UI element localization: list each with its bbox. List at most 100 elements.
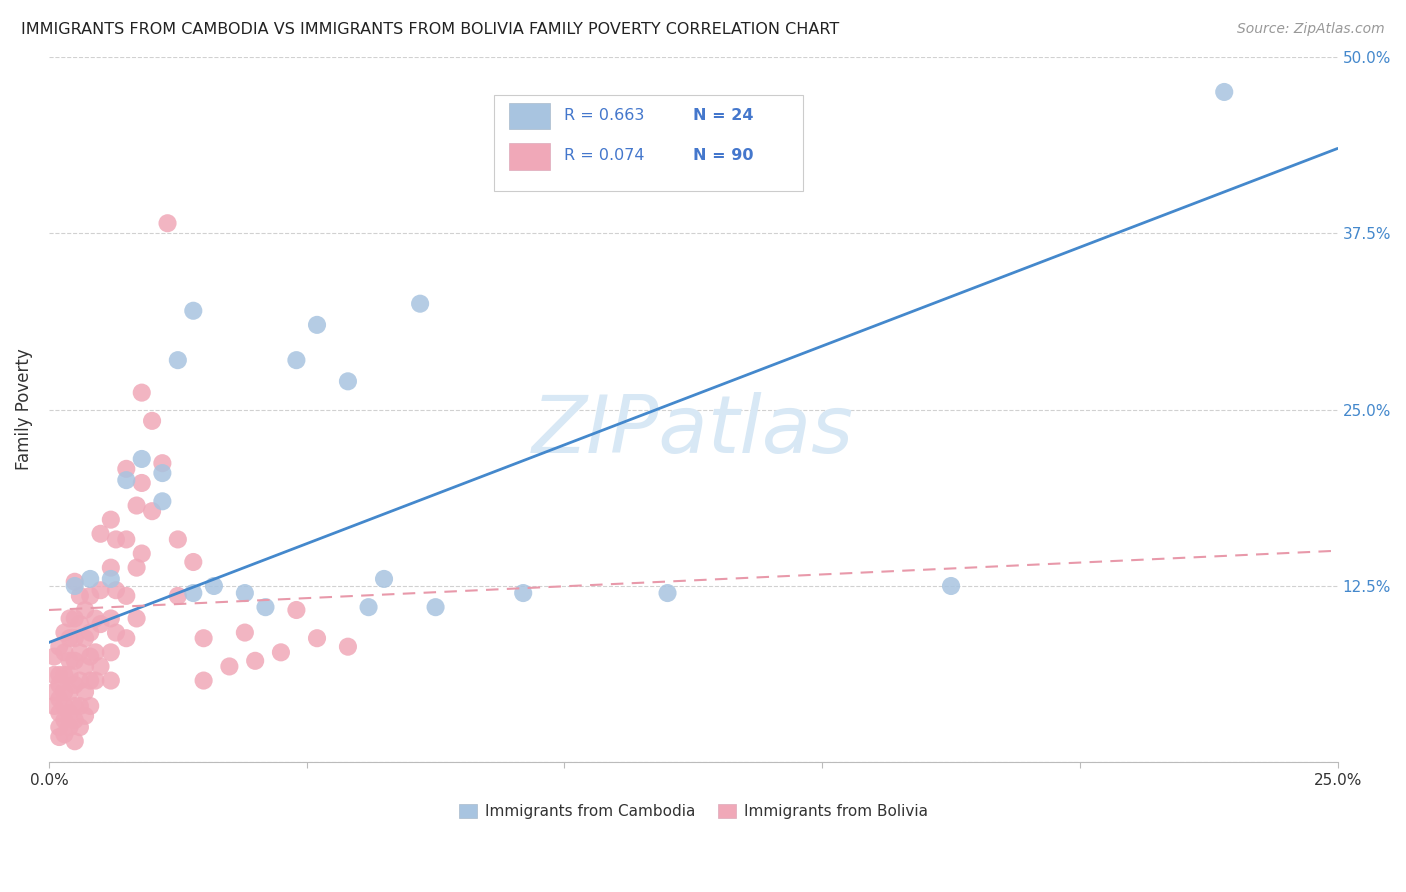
- Point: [166, 533, 188, 547]
- Point: [104, 625, 127, 640]
- Point: [89, 617, 111, 632]
- Point: [69, 617, 91, 632]
- Point: [63, 698, 86, 713]
- Point: [100, 572, 122, 586]
- Point: [53, 713, 76, 727]
- Point: [42, 649, 65, 664]
- Point: [270, 645, 292, 659]
- Point: [48, 720, 70, 734]
- Point: [131, 475, 153, 490]
- Point: [69, 645, 91, 659]
- Point: [48, 640, 70, 654]
- Point: [409, 296, 432, 310]
- Point: [156, 216, 179, 230]
- Point: [63, 678, 86, 692]
- Point: [115, 533, 138, 547]
- Point: [100, 513, 122, 527]
- Point: [58, 668, 80, 682]
- Point: [115, 462, 138, 476]
- Text: R = 0.663: R = 0.663: [564, 108, 645, 123]
- Point: [89, 659, 111, 673]
- Point: [125, 499, 148, 513]
- Point: [166, 353, 188, 368]
- Point: [89, 583, 111, 598]
- Point: [63, 713, 86, 727]
- Point: [285, 603, 308, 617]
- Point: [73, 685, 96, 699]
- Point: [58, 631, 80, 645]
- Point: [233, 586, 256, 600]
- Point: [1213, 85, 1236, 99]
- Point: [100, 673, 122, 688]
- Point: [233, 625, 256, 640]
- Point: [285, 353, 308, 368]
- Point: [84, 611, 107, 625]
- Text: N = 90: N = 90: [693, 148, 754, 163]
- Point: [73, 709, 96, 723]
- Point: [58, 654, 80, 668]
- Point: [125, 560, 148, 574]
- Point: [84, 645, 107, 659]
- Text: ZIPatlas: ZIPatlas: [533, 392, 855, 470]
- Y-axis label: Family Poverty: Family Poverty: [15, 349, 32, 470]
- Point: [115, 631, 138, 645]
- Point: [181, 555, 204, 569]
- Point: [42, 698, 65, 713]
- Point: [63, 734, 86, 748]
- Point: [48, 668, 70, 682]
- Text: IMMIGRANTS FROM CAMBODIA VS IMMIGRANTS FROM BOLIVIA FAMILY POVERTY CORRELATION C: IMMIGRANTS FROM CAMBODIA VS IMMIGRANTS F…: [21, 22, 839, 37]
- Point: [336, 640, 359, 654]
- Point: [100, 611, 122, 625]
- Point: [79, 698, 101, 713]
- Point: [939, 579, 962, 593]
- Point: [79, 625, 101, 640]
- Point: [181, 303, 204, 318]
- Point: [48, 678, 70, 692]
- Point: [512, 586, 534, 600]
- Point: [357, 600, 380, 615]
- FancyBboxPatch shape: [494, 95, 803, 191]
- Point: [58, 706, 80, 720]
- Point: [336, 374, 359, 388]
- Point: [69, 698, 91, 713]
- Point: [53, 685, 76, 699]
- Point: [115, 589, 138, 603]
- Point: [657, 586, 679, 600]
- Point: [58, 720, 80, 734]
- Point: [69, 720, 91, 734]
- Point: [166, 589, 188, 603]
- Point: [193, 631, 215, 645]
- Point: [218, 659, 240, 673]
- Point: [63, 654, 86, 668]
- FancyBboxPatch shape: [509, 143, 550, 169]
- Point: [42, 668, 65, 682]
- Point: [79, 589, 101, 603]
- Legend: Immigrants from Cambodia, Immigrants from Bolivia: Immigrants from Cambodia, Immigrants fro…: [453, 798, 934, 825]
- Point: [104, 583, 127, 598]
- Point: [73, 659, 96, 673]
- Point: [254, 600, 277, 615]
- Point: [48, 706, 70, 720]
- Point: [115, 473, 138, 487]
- Point: [58, 611, 80, 625]
- Point: [89, 526, 111, 541]
- Point: [305, 631, 328, 645]
- Point: [193, 673, 215, 688]
- Point: [63, 631, 86, 645]
- Point: [141, 504, 163, 518]
- Point: [125, 611, 148, 625]
- Point: [243, 654, 266, 668]
- Point: [373, 572, 395, 586]
- Point: [150, 494, 173, 508]
- Point: [305, 318, 328, 332]
- Point: [48, 730, 70, 744]
- Point: [53, 668, 76, 682]
- Point: [58, 685, 80, 699]
- Point: [79, 649, 101, 664]
- Text: N = 24: N = 24: [693, 108, 754, 123]
- Point: [63, 579, 86, 593]
- Point: [84, 673, 107, 688]
- Point: [79, 572, 101, 586]
- Point: [100, 645, 122, 659]
- Text: R = 0.074: R = 0.074: [564, 148, 645, 163]
